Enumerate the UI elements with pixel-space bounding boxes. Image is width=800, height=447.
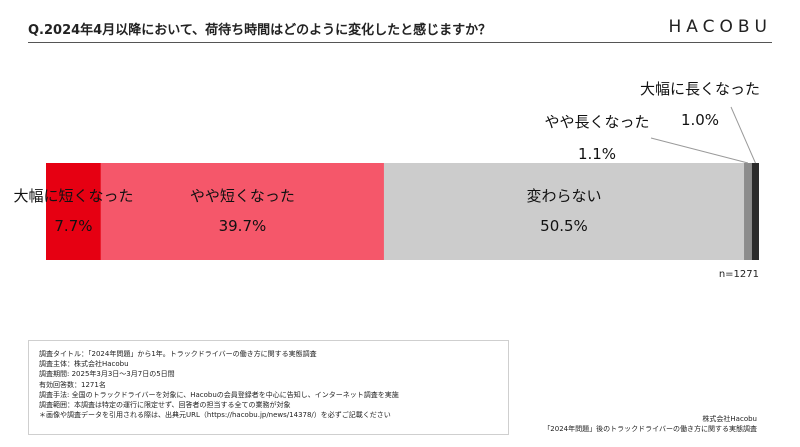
survey-line: 調査範囲：本調査は特定の運行に限定せず、回答者の担当する全ての業務が対象: [39, 401, 291, 410]
callout-line: [650, 137, 749, 164]
callout-value: 1.0%: [681, 111, 719, 129]
segment-label: やや短くなった: [190, 187, 295, 205]
survey-info-box: 調査タイトル：「2024年問題」から1年。トラックドライバーの働き方に関する実態…: [28, 340, 509, 435]
bar-segment: [100, 163, 384, 260]
segment-value: 39.7%: [219, 217, 267, 235]
bar-segment: [751, 163, 759, 260]
page-title: Q.2024年4月以降において、荷待ち時間はどのように変化したと感じますか？: [28, 23, 492, 38]
hacobu-logo: HACOBU: [668, 17, 772, 37]
segment-label: 大幅に短くなった: [13, 187, 133, 205]
survey-line: 有効回答数：1271名: [39, 380, 106, 389]
footer-credit: 株式会社Hacobu 「2024年問題」後のトラックドライバーの働き方に関する実…: [543, 414, 757, 434]
survey-line: ＊画像や調査データを引用される際は、出典元URL（https://hacobu.…: [39, 411, 391, 420]
survey-line: 調査タイトル：「2024年問題」から1年。トラックドライバーの働き方に関する実態…: [39, 350, 317, 358]
callout-label: やや長くなった: [544, 113, 649, 131]
callout-label: 大幅に長くなった: [640, 80, 760, 98]
sample-size-label: n=1271: [718, 269, 759, 280]
callout-value: 1.1%: [578, 145, 616, 163]
bar-segment: [383, 163, 745, 260]
segment-value: 7.7%: [54, 217, 92, 235]
bar-segment: [46, 163, 101, 260]
survey-line: 調査期間: 2025年3月3日～3月7日の5日間: [39, 370, 175, 379]
footer-company: 株式会社Hacobu: [702, 415, 757, 423]
footer-report-title: 「2024年問題」後のトラックドライバーの働き方に関する実態調査: [543, 425, 757, 433]
segment-value: 50.5%: [540, 217, 588, 235]
bar-segment: [744, 163, 752, 260]
callout-line: [730, 106, 756, 164]
survey-line: 調査手法: 全国のトラックドライバーを対象に、Hacobuの会員登録者を中心に告…: [39, 390, 399, 399]
survey-line: 調査主体：株式会社Hacobu: [39, 360, 129, 369]
segment-label: 変わらない: [526, 187, 601, 205]
header-divider: [28, 42, 772, 43]
